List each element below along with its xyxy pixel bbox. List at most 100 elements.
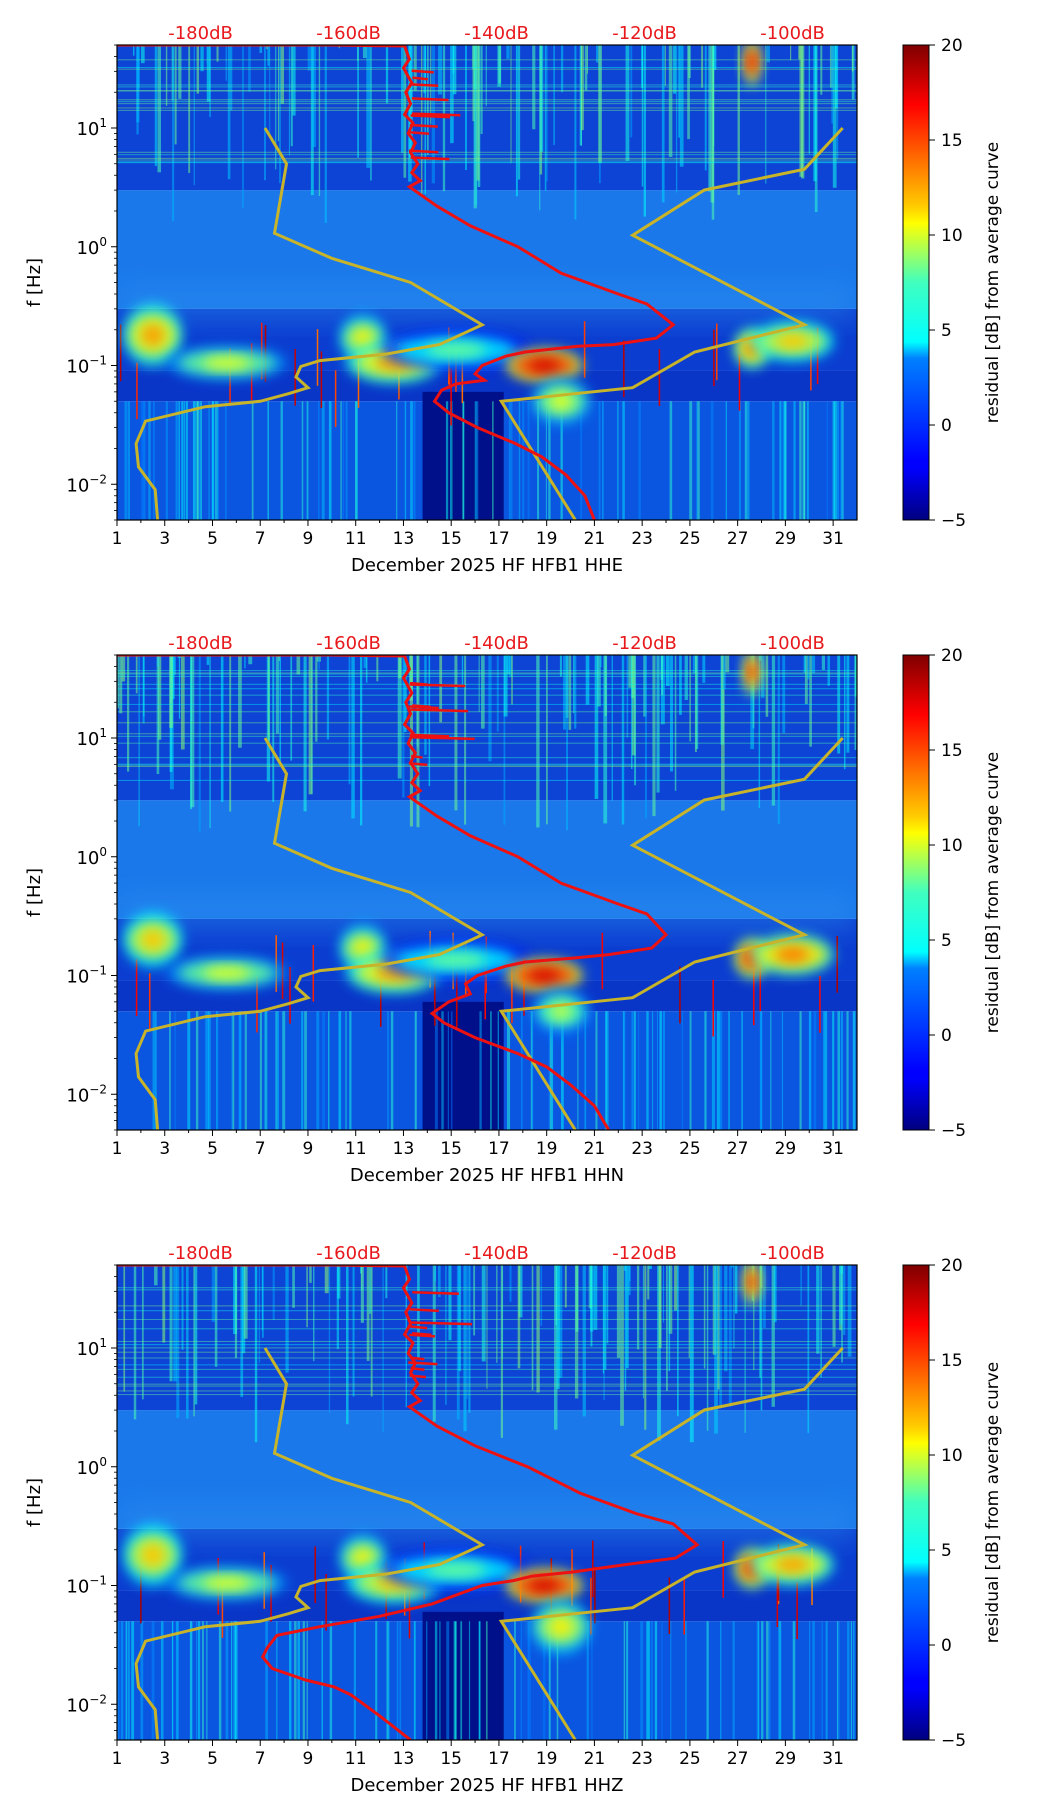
median-psd-spike [412, 76, 428, 81]
heatmap-streak [689, 655, 691, 742]
heatmap-spike [590, 1577, 592, 1635]
x-tick-label: 31 [822, 1749, 844, 1769]
heatmap-streak [617, 401, 619, 520]
heatmap-streak [396, 401, 398, 520]
heatmap-streak [626, 1621, 629, 1740]
heatmap-streak [689, 1265, 694, 1443]
colorbar-tick-label: 0 [941, 416, 952, 436]
heatmap-streak [728, 1265, 732, 1407]
x-axis-label: December 2025 HF HFB1 HHN [350, 1165, 624, 1186]
median-psd-spike [410, 736, 475, 741]
db-scale-label: -100dB [760, 1243, 825, 1264]
heatmap-streak [532, 1011, 534, 1130]
heatmap-streak [738, 401, 741, 520]
colorbar-tick-label: −5 [941, 511, 966, 531]
heatmap-streak [760, 1265, 763, 1411]
db-scale-label: -160dB [316, 1243, 381, 1264]
heatmap-streak [410, 401, 413, 520]
colorbar-label: residual [dB] from average curve [983, 1362, 1003, 1643]
heatmap-streak [211, 1265, 215, 1322]
median-psd-spike [411, 69, 434, 74]
heatmap-streak [741, 1011, 743, 1130]
heatmap-streak [124, 401, 128, 520]
heatmap-streak [621, 655, 625, 825]
heatmap-streak [838, 1621, 840, 1740]
heatmap-line [117, 763, 857, 765]
heatmap-streak [673, 45, 677, 94]
heatmap-streak [781, 1011, 784, 1130]
heatmap-streak [808, 1011, 812, 1130]
heatmap-streak [361, 1265, 363, 1291]
heatmap-streak [119, 655, 123, 714]
heatmap-spike [712, 979, 714, 1037]
heatmap-spike [713, 329, 715, 387]
y-tick-exponent: 0 [99, 845, 107, 859]
noise-model-curve-high [498, 1346, 844, 1740]
heatmap-streak [660, 655, 665, 725]
heatmap-streak [492, 401, 494, 520]
heatmap-streak [281, 401, 283, 520]
heatmap-spike [136, 362, 138, 420]
heatmap-streak [306, 1265, 308, 1328]
heatmap-streak [403, 655, 407, 732]
heatmap-streak [854, 655, 857, 750]
heatmap-streak [276, 1621, 278, 1740]
heatmap-streak [766, 45, 771, 63]
heatmap-streak [173, 1265, 178, 1382]
heatmap-streak [641, 45, 644, 187]
heatmap-streak [668, 45, 673, 157]
heatmap-spike [357, 351, 360, 408]
median-psd-spike [408, 1361, 438, 1366]
heatmap-streak [187, 1011, 191, 1130]
heatmap-streak [463, 1265, 467, 1432]
residual-spot-core [748, 1273, 756, 1291]
heatmap-streak [171, 1621, 174, 1740]
heatmap-streak [632, 655, 636, 756]
heatmap-line [117, 154, 857, 156]
heatmap-streak [806, 401, 809, 520]
heatmap-spike [320, 351, 323, 409]
heatmap-streak [539, 45, 541, 211]
heatmap-line [117, 742, 857, 744]
heatmap-streak [496, 655, 499, 732]
y-tick-exponent: 1 [99, 726, 107, 740]
heatmap-streak [154, 45, 158, 167]
y-tick-label: 101 [76, 116, 107, 140]
heatmap-streak [850, 1621, 853, 1740]
heatmap-spike [738, 354, 741, 411]
heatmap-streak [162, 1265, 166, 1343]
median-psd-spike [409, 82, 439, 88]
heatmap-streak [750, 655, 755, 750]
heatmap-line [117, 1390, 857, 1392]
heatmap-streak [664, 45, 666, 86]
heatmap-streak [366, 45, 371, 168]
heatmap-streak [766, 1621, 769, 1740]
heatmap-streak [476, 45, 480, 181]
heatmap-streak [542, 1621, 546, 1740]
colorbar-tick-label: −5 [941, 1731, 966, 1751]
heatmap-spike [135, 959, 138, 1016]
heatmap-spike [221, 1581, 224, 1638]
heatmap-streak [662, 1265, 664, 1323]
heatmap-streak [248, 655, 253, 665]
heatmap-streak [176, 1265, 180, 1419]
heatmap-streak [476, 401, 479, 520]
heatmap-streak [566, 655, 568, 831]
residual-spot-core [528, 1579, 560, 1592]
heatmap-streak [432, 1265, 436, 1422]
heatmap-streak [316, 1011, 320, 1130]
heatmap-streak [821, 655, 825, 670]
db-scale-label: -120dB [612, 23, 677, 44]
heatmap-streak [280, 45, 284, 104]
heatmap-streak [725, 401, 728, 520]
heatmap-streak [360, 655, 363, 826]
heatmap-streak [527, 401, 530, 520]
heatmap-streak [289, 1621, 292, 1740]
x-tick-label: 1 [112, 529, 123, 549]
heatmap-streak [485, 1621, 488, 1740]
heatmap-streak [628, 655, 632, 688]
heatmap-streak [561, 1011, 564, 1130]
heatmap-streak [387, 1621, 390, 1740]
heatmap-streak [644, 1265, 647, 1430]
heatmap-streak [515, 45, 518, 197]
